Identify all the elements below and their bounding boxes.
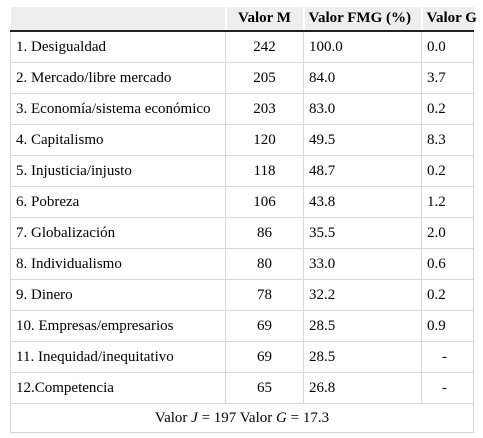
row-valor-g-cell: - bbox=[421, 372, 474, 404]
footer-j-label: Valor bbox=[154, 409, 192, 426]
footer-j-value: = 197 Valor bbox=[197, 409, 277, 426]
footer-g-symbol: G bbox=[276, 409, 287, 426]
row-valor-g-cell: 0.2 bbox=[421, 93, 474, 125]
table-row: 12.Competencia 65 26.8- bbox=[10, 372, 474, 404]
row-term-cell: 11. Inequidad/inequitativo bbox=[10, 341, 226, 373]
table-row: 8. Individualismo 80 33.0 0.6 bbox=[10, 248, 474, 280]
row-term-cell: 5. Injusticia/injusto bbox=[10, 155, 226, 187]
row-valor-g-cell: 0.2 bbox=[421, 279, 474, 311]
header-valor-g: Valor G bbox=[421, 7, 477, 32]
row-valor-fmg-cell: 83.0 bbox=[303, 93, 422, 125]
row-term-cell: 12.Competencia bbox=[10, 372, 226, 404]
row-valor-fmg-cell: 43.8 bbox=[303, 186, 422, 218]
row-valor-m-cell: 242 bbox=[225, 31, 304, 63]
row-valor-fmg-cell: 33.0 bbox=[303, 248, 422, 280]
table-row: 6. Pobreza 106 43.8 1.2 bbox=[10, 186, 474, 218]
row-valor-fmg-cell: 28.5 bbox=[303, 310, 422, 342]
row-valor-fmg-cell: 28.5 bbox=[303, 341, 422, 373]
row-valor-g-cell: 1.2 bbox=[421, 186, 474, 218]
row-valor-g-cell: 2.0 bbox=[421, 217, 474, 249]
row-valor-fmg-cell: 84.0 bbox=[303, 62, 422, 94]
row-valor-g-cell: 3.7 bbox=[421, 62, 474, 94]
row-term-cell: 9. Dinero bbox=[10, 279, 226, 311]
row-valor-fmg-cell: 49.5 bbox=[303, 124, 422, 156]
row-term-cell: 10. Empresas/empresarios bbox=[10, 310, 226, 342]
row-valor-g-cell: 8.3 bbox=[421, 124, 474, 156]
footer-g-value: = 17.3 bbox=[286, 409, 330, 426]
row-valor-m-cell: 205 bbox=[225, 62, 304, 94]
table-row: 4. Capitalismo 120 49.5 8.3 bbox=[10, 124, 474, 156]
table-row: 9. Dinero 78 32.2 0.2 bbox=[10, 279, 474, 311]
row-valor-m-cell: 78 bbox=[225, 279, 304, 311]
results-table-container: Valor M Valor FMG (%) Valor G 1. Desigua… bbox=[10, 7, 477, 433]
row-term-cell: 3. Economía/sistema económico bbox=[10, 93, 226, 125]
row-term-cell: 4. Capitalismo bbox=[10, 124, 226, 156]
row-term-cell: 7. Globalización bbox=[10, 217, 226, 249]
row-valor-g-cell: 0.9 bbox=[421, 310, 474, 342]
row-valor-m-cell: 69 bbox=[225, 341, 304, 373]
footer-j-symbol: J bbox=[191, 409, 198, 426]
header-row: Valor M Valor FMG (%) Valor G bbox=[10, 7, 477, 32]
header-valor-m: Valor M bbox=[225, 7, 305, 32]
table-row: 5. Injusticia/injusto 118 48.7 0.2 bbox=[10, 155, 474, 187]
row-valor-fmg-cell: 35.5 bbox=[303, 217, 422, 249]
row-valor-m-cell: 80 bbox=[225, 248, 304, 280]
row-valor-m-cell: 69 bbox=[225, 310, 304, 342]
table-body: 1. Desigualdad 242 100.0 0.0 2. Mercado/libr… bbox=[10, 31, 474, 404]
row-term-cell: 8. Individualismo bbox=[10, 248, 226, 280]
header-term bbox=[10, 7, 227, 32]
table-footer-note: Valor J = 197 Valor G = 17.3 bbox=[10, 403, 474, 433]
row-valor-m-cell: 106 bbox=[225, 186, 304, 218]
row-valor-m-cell: 120 bbox=[225, 124, 304, 156]
table-row: 1. Desigualdad 242 100.0 0.0 bbox=[10, 31, 474, 63]
table-row: 3. Economía/sistema económico 203 83.0 0.2 bbox=[10, 93, 474, 125]
row-term-cell: 6. Pobreza bbox=[10, 186, 226, 218]
table-row: 10. Empresas/empresarios 69 28.5 0.9 bbox=[10, 310, 474, 342]
row-valor-fmg-cell: 32.2 bbox=[303, 279, 422, 311]
row-valor-g-cell: 0.0 bbox=[421, 31, 474, 63]
row-valor-fmg-cell: 26.8 bbox=[303, 372, 422, 404]
row-valor-g-cell: - bbox=[421, 341, 474, 373]
table-header: Valor M Valor FMG (%) Valor G bbox=[10, 7, 477, 32]
row-valor-g-cell: 0.6 bbox=[421, 248, 474, 280]
row-valor-m-cell: 203 bbox=[225, 93, 304, 125]
table-row: 2. Mercado/libre mercado 205 84.0 3.7 bbox=[10, 62, 474, 94]
table-row: 7. Globalización 86 35.5 2.0 bbox=[10, 217, 474, 249]
row-valor-g-cell: 0.2 bbox=[421, 155, 474, 187]
row-valor-m-cell: 118 bbox=[225, 155, 304, 187]
row-term-cell: 1. Desigualdad bbox=[10, 31, 226, 63]
row-valor-fmg-cell: 48.7 bbox=[303, 155, 422, 187]
table-footer-row: Valor J = 197 Valor G = 17.3 bbox=[10, 403, 474, 433]
row-valor-fmg-cell: 100.0 bbox=[303, 31, 422, 63]
header-valor-fmg: Valor FMG (%) bbox=[303, 7, 423, 32]
table-row: 11. Inequidad/inequitativo 69 28.5- bbox=[10, 341, 474, 373]
row-valor-m-cell: 86 bbox=[225, 217, 304, 249]
row-valor-m-cell: 65 bbox=[225, 372, 304, 404]
results-table: Valor M Valor FMG (%) Valor G 1. Desigua… bbox=[10, 7, 477, 433]
row-term-cell: 2. Mercado/libre mercado bbox=[10, 62, 226, 94]
